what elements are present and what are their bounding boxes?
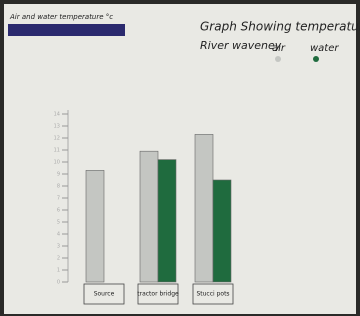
x-tick-label: Source [94,291,115,298]
y-tick-label: 4 [57,232,60,238]
y-tick-label: 12 [54,136,60,142]
legend-label: air [272,43,286,54]
y-tick-label: 14 [54,112,60,118]
y-tick-label: 11 [54,148,60,154]
chart: Air and water temperature °c Graph Showi… [0,0,360,316]
y-axis-label: Air and water temperature °c [9,13,113,21]
y-tick-label: 1 [57,268,60,274]
y-tick-label: 10 [54,160,60,166]
chart-subtitle: River waveney [200,39,282,52]
y-tick-label: 5 [57,220,60,226]
bar [195,134,213,282]
bar [158,160,176,282]
y-tick-label: 7 [57,196,60,202]
bar [213,180,231,282]
legend-label: water [310,43,339,54]
x-tick-label: Stucci pots [196,291,229,298]
y-tick-label: 13 [54,124,60,130]
y-tick-label: 3 [57,244,60,250]
y-tick-label: 6 [57,208,60,214]
legend-swatch [313,56,319,62]
y-tick-label: 0 [57,280,60,286]
chart-title: Graph Showing temperature of [200,20,360,34]
legend-swatch [275,56,281,62]
y-tick-label: 9 [57,172,60,178]
bar [86,170,104,282]
bar [140,151,158,282]
label-band [8,24,125,36]
y-tick-label: 8 [57,184,60,190]
x-tick-label: tractor bridge [137,291,179,298]
y-tick-label: 2 [57,256,60,262]
